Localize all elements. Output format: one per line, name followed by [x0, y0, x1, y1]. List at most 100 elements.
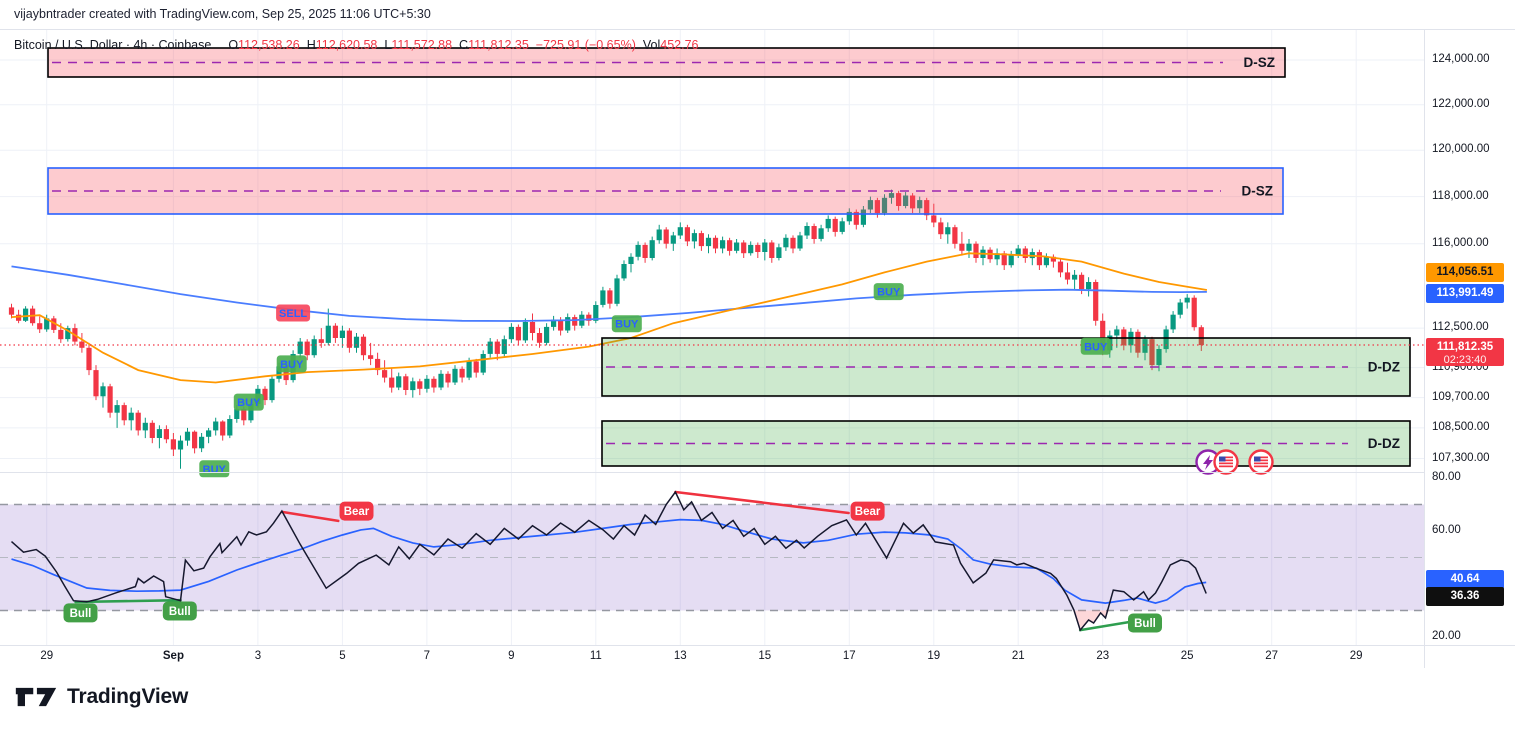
- candle-body: [8, 307, 15, 315]
- buy-signal[interactable]: [276, 355, 307, 373]
- sell-signal-label: SELL: [279, 308, 307, 320]
- candle-body: [628, 256, 634, 264]
- candle-body: [896, 193, 902, 206]
- rsi-trendline[interactable]: [1078, 620, 1132, 632]
- time-tick-label: 5: [339, 650, 346, 662]
- time-tick-label: 9: [508, 650, 515, 662]
- candle-body: [58, 329, 64, 340]
- ma-fast-line[interactable]: [11, 252, 1208, 384]
- pane-divider[interactable]: [0, 472, 1424, 473]
- price-chip: 114,056.51: [1426, 262, 1504, 282]
- candle-body: [1043, 256, 1049, 266]
- time-tick-label: 15: [758, 650, 772, 662]
- rsi-ma-line[interactable]: [11, 518, 1207, 604]
- candle-body: [903, 195, 909, 206]
- candle-body: [452, 368, 458, 383]
- candle-body: [776, 247, 782, 258]
- economic-event-flag-icon[interactable]: [1213, 449, 1239, 475]
- candle-body: [586, 314, 592, 321]
- candle-body: [1114, 329, 1120, 336]
- economic-event-flag-icon[interactable]: [1248, 449, 1274, 475]
- candle-body: [917, 200, 923, 209]
- time-tick-label: 21: [1011, 650, 1025, 662]
- rsi-oversold-fill: [1073, 610, 1110, 631]
- candle-body: [1064, 272, 1071, 280]
- candle-body: [297, 341, 303, 354]
- price-tick-label: 107,300.00: [1432, 451, 1490, 464]
- buy-signal[interactable]: [199, 460, 230, 478]
- buy-signal[interactable]: [233, 393, 264, 411]
- candle-body: [910, 195, 916, 209]
- rsi-trendline[interactable]: [74, 598, 182, 604]
- candle-body: [656, 229, 662, 241]
- header-divider: [0, 29, 1515, 30]
- candle-body: [403, 376, 409, 390]
- bear-marker[interactable]: [339, 501, 374, 521]
- bull-marker-label: Bull: [169, 606, 191, 618]
- legend-field-value: 112,620.58: [315, 38, 378, 52]
- candle-body: [593, 305, 599, 321]
- buy-signal[interactable]: [611, 315, 642, 333]
- candle-body: [283, 366, 289, 381]
- candle-body: [304, 341, 310, 356]
- symbol-title[interactable]: Bitcoin / U.S. Dollar · 4h · Coinbase: [14, 38, 212, 52]
- ohlc-values: O112,538.26 H112,620.58 L111,572.88 C111,81…: [221, 38, 698, 52]
- flag-stripe: [1219, 465, 1233, 468]
- bull-marker[interactable]: [162, 601, 197, 621]
- price-tick-label: 120,000.00: [1432, 143, 1490, 156]
- candle-body: [16, 314, 22, 321]
- candle-body: [1001, 253, 1007, 266]
- candle-body: [734, 242, 740, 251]
- candle-body: [1177, 302, 1183, 315]
- candle-body: [1050, 256, 1056, 262]
- ma-slow-line[interactable]: [11, 265, 1207, 322]
- bull-marker[interactable]: [1128, 613, 1162, 633]
- candle-body: [114, 405, 120, 413]
- candle-body: [783, 237, 789, 248]
- zone-label: D-DZ: [1368, 360, 1400, 375]
- time-tick-label: 27: [1265, 650, 1279, 662]
- price-chip: 113,991.49: [1426, 283, 1504, 303]
- candle-body: [607, 290, 613, 304]
- candle-body: [325, 325, 331, 343]
- candle-body: [558, 319, 564, 331]
- rsi-trendline[interactable]: [280, 510, 340, 523]
- price-chip: 111,812.35 02:23:40: [1426, 338, 1504, 366]
- buy-signal[interactable]: [1080, 337, 1111, 355]
- bear-marker-label: Bear: [344, 506, 370, 518]
- sell-signal[interactable]: [276, 304, 311, 322]
- bull-marker[interactable]: [63, 603, 98, 623]
- candle-body: [121, 405, 127, 421]
- price-tick-label: 108,500.00: [1432, 420, 1490, 433]
- time-tick-label: 7: [423, 650, 431, 662]
- countdown-timer: 02:23:40: [1443, 354, 1487, 366]
- symbol-legend[interactable]: Bitcoin / U.S. Dollar · 4h · Coinbase O11…: [14, 38, 698, 52]
- candle-body: [494, 341, 500, 354]
- tradingview-logo-text[interactable]: TradingView: [67, 685, 189, 708]
- candle-body: [649, 240, 655, 258]
- candle-body: [769, 242, 775, 258]
- time-axis-divider: [0, 645, 1515, 646]
- rsi-line[interactable]: [11, 490, 1207, 632]
- legend-field-label: O: [228, 38, 239, 52]
- bear-marker[interactable]: [850, 501, 885, 521]
- candle-body: [839, 221, 845, 232]
- candle-body: [163, 429, 169, 440]
- candle-body: [600, 290, 606, 305]
- candle-body: [438, 373, 444, 388]
- candle-body: [621, 264, 627, 279]
- candle-body: [100, 386, 106, 397]
- rsi-trendline[interactable]: [674, 490, 850, 515]
- tradingview-logo-icon[interactable]: [14, 684, 58, 710]
- candle-body: [1100, 320, 1106, 351]
- buy-signal[interactable]: [873, 283, 904, 301]
- candle-body: [44, 318, 50, 330]
- legend-field-label: L: [384, 38, 392, 52]
- candle-body: [832, 218, 838, 232]
- candle-body: [924, 200, 930, 216]
- price-tick-label: 109,700.00: [1432, 390, 1490, 403]
- candle-body: [417, 381, 423, 389]
- legend-field-value: 112,538.26: [238, 38, 300, 52]
- legend-field-label: C: [459, 38, 469, 52]
